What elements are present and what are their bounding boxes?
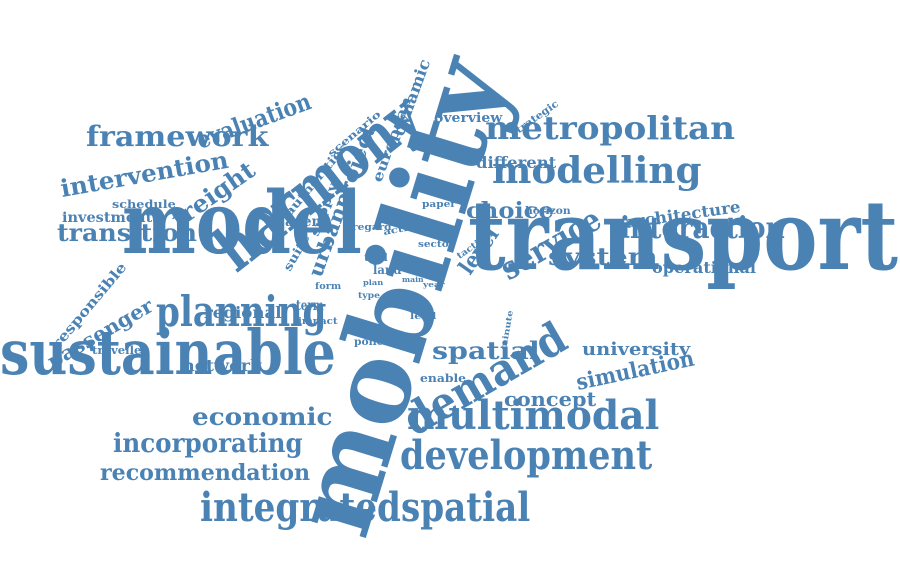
word-policies: policies: [354, 337, 401, 348]
word-investment: investment: [62, 210, 153, 226]
word-planning: planning: [156, 287, 327, 336]
word-transport: transport: [468, 179, 899, 292]
word-concept: concept: [504, 387, 597, 411]
word-incorporating: incorporating: [113, 429, 303, 459]
word-model: model: [122, 173, 362, 274]
word-main: main: [402, 275, 424, 284]
word-sector: sector: [418, 240, 455, 250]
word-network: network: [182, 356, 263, 375]
word-term: term: [296, 298, 324, 314]
word-choice: choice: [466, 198, 554, 224]
word-development: development: [400, 432, 653, 479]
word-different: different: [476, 153, 557, 172]
word-lead: lead: [410, 312, 437, 322]
word-transition: transition: [57, 218, 198, 247]
word-sustainable: sustainable: [0, 316, 336, 389]
word-year: year: [423, 280, 445, 289]
word-university: university: [582, 339, 691, 360]
word-modelling: modelling: [492, 150, 702, 192]
word-economic: economic: [192, 402, 333, 431]
word-recommendation: recommendation: [100, 460, 311, 486]
word-regional: regional: [204, 303, 282, 322]
word-overview: overview: [434, 111, 503, 126]
word-area: area: [385, 295, 413, 309]
word-form: form: [315, 282, 342, 292]
word-traveller: traveller: [92, 344, 148, 357]
word-impact: impact: [298, 317, 338, 327]
word-metropolitan: metropolitan: [485, 109, 736, 147]
word-schedule: schedule: [112, 198, 176, 211]
word-type: type: [358, 290, 381, 300]
word-enable: enable: [420, 372, 466, 385]
word-interaction: interaction: [620, 211, 785, 246]
word-spatial: spatial: [432, 336, 540, 365]
word-agent: agent: [285, 214, 328, 230]
word-land: land: [373, 263, 402, 277]
word-system: system: [548, 242, 658, 271]
word-integratedspatial: integratedspatial: [200, 484, 531, 531]
word-plan: plan: [363, 278, 384, 287]
word-paper: paper: [422, 200, 456, 210]
word-operational: operational: [652, 258, 757, 277]
word-regard: regard: [352, 223, 392, 233]
word-horizon: horizon: [525, 206, 571, 217]
word-multimodal: multimodal: [407, 392, 660, 439]
word-framework: framework: [86, 120, 269, 153]
word-tool: tool: [364, 253, 388, 264]
